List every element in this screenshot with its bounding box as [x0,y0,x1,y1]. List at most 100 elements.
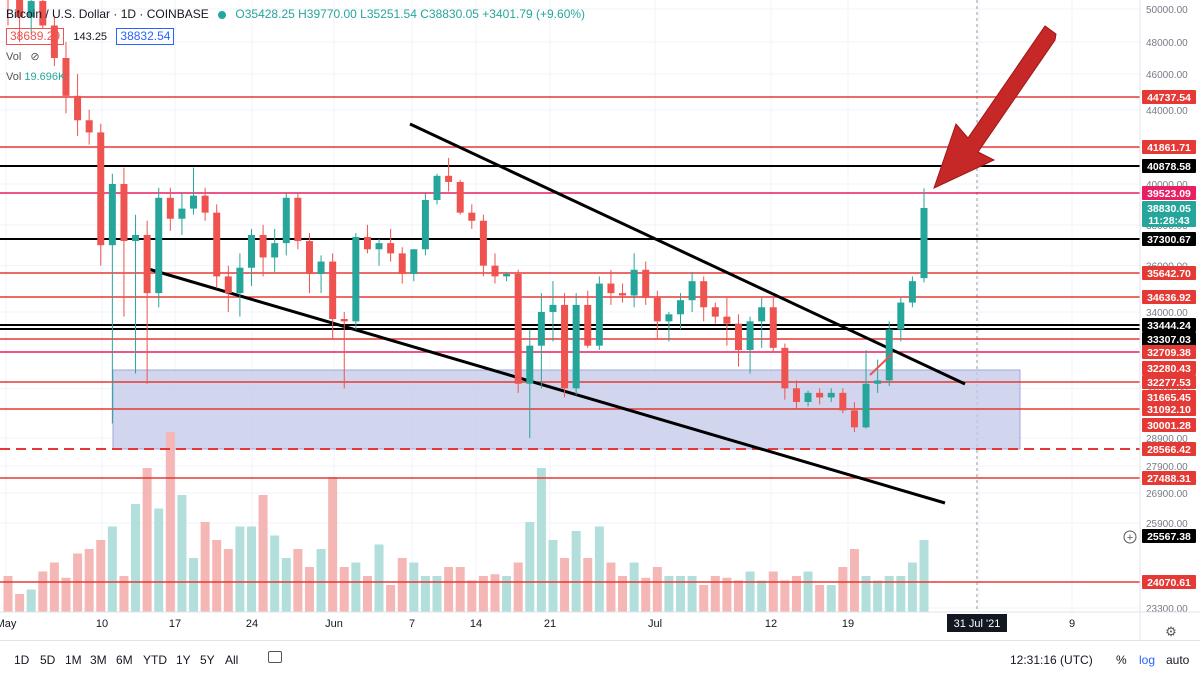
volume-bar [583,558,593,612]
y-tick-label: 23300.00 [1146,604,1188,615]
candle [630,253,638,308]
candle-body [653,297,661,322]
price-label: 44737.54 [1147,92,1191,104]
volume-bar [189,558,199,612]
candle-body [27,1,35,18]
candle [224,265,232,312]
price-label-bg [1142,402,1196,416]
volume-bar [351,562,361,612]
candle-body [282,197,290,244]
candle [653,290,661,340]
candle-body [305,241,313,275]
candle-body [908,281,916,303]
volume-bar [235,526,245,612]
candle-body [862,383,870,428]
volume-bar [652,567,662,612]
price-label: 28566.42 [1147,444,1191,456]
candle [294,193,302,250]
price-label-bg [1142,232,1196,246]
timeframe-1y[interactable]: 1Y [176,653,191,667]
y-tick-label: 32000.00 [1146,384,1188,395]
annotations [869,25,1057,376]
percent-toggle[interactable]: % [1116,653,1127,667]
candle [816,388,824,405]
auto-toggle[interactable]: auto [1166,653,1190,667]
vol-value: 19.696K [24,71,66,83]
volume-bar [374,544,384,612]
candle [410,249,418,282]
candle [827,388,835,402]
red-arrow-icon [933,25,1057,189]
x-tick-label: Jul [648,618,662,630]
timeframe-1d[interactable]: 1D [14,653,30,667]
volume-bar [107,526,117,612]
volume-bar [177,495,187,612]
candle-body [143,234,151,294]
price-label-bg [1142,159,1196,173]
vol-label: Vol [6,51,22,63]
candle-body [607,283,615,294]
sell-price-button[interactable]: 38689.29 [6,28,65,45]
price-label-bg [1142,375,1196,389]
timeframe-3m[interactable]: 3M [90,653,107,667]
candle-body [74,95,82,121]
calendar-icon[interactable] [268,651,282,663]
candle-body [584,304,592,346]
buy-price-button[interactable]: 38832.54 [116,28,175,45]
candle [456,179,464,215]
volume-bar [316,549,326,612]
y-tick-label: 27900.00 [1146,462,1188,473]
eye-hidden-icon[interactable]: ⊘ [30,51,40,63]
timeframe-5y[interactable]: 5Y [200,653,215,667]
volume-bar [420,576,430,612]
candle [340,311,348,389]
timeframe-5d[interactable]: 5D [40,653,56,667]
timeframe-ytd[interactable]: YTD [143,653,167,667]
candle [537,293,545,389]
volume-bar [629,562,639,612]
candle [746,316,754,374]
price-label-bg [1142,213,1196,227]
price-label: 25567.38 [1147,531,1191,543]
volume-bar [432,576,442,612]
volume-bar [536,468,546,612]
timeframe-1m[interactable]: 1M [65,653,82,667]
candle [595,276,603,351]
volume-bar [96,540,106,612]
volume-bar [84,549,94,612]
log-toggle[interactable]: log [1139,653,1156,667]
x-tick-label: 31 Jul '21 [954,618,1001,630]
candle [363,224,371,254]
candle [804,390,812,407]
candle-body [758,307,766,322]
utc-clock[interactable]: 12:31:16 (UTC) [1010,653,1093,667]
candle [329,253,337,340]
time-axis: May 10 17 24 Jun 7 14 21 Jul 12 19 31 Jul '21 9 [0,614,1075,632]
volume-bar [815,585,825,612]
price-label-bg [1142,140,1196,154]
volume-bar [502,576,512,612]
candle [143,220,151,384]
volume-bar [478,576,488,612]
volume-bar [397,558,407,612]
volume-bar [281,558,291,612]
candle-body [769,307,777,348]
timeframe-6m[interactable]: 6M [116,653,133,667]
candle-body [340,318,348,322]
x-tick-label: 19 [842,618,854,630]
price-chart[interactable]: 50000.0048000.0046000.0044000.0041800.00… [0,0,1200,640]
timeframe-all[interactable]: All [225,653,239,667]
candle [132,214,140,374]
candle [398,247,406,284]
symbol-title[interactable]: Bitcoin / U.S. Dollar · 1D · COINBASE [6,7,209,21]
lower-trendline [144,266,946,505]
price-label: 32277.53 [1147,377,1191,389]
candle-body [642,269,650,298]
price-label-bg [1142,318,1196,332]
candle [50,15,58,66]
candle-body [677,300,685,315]
x-tick-label: 14 [470,618,482,630]
price-label: 39523.09 [1147,188,1191,200]
candle-body [537,311,545,346]
volume-bar [258,495,268,612]
